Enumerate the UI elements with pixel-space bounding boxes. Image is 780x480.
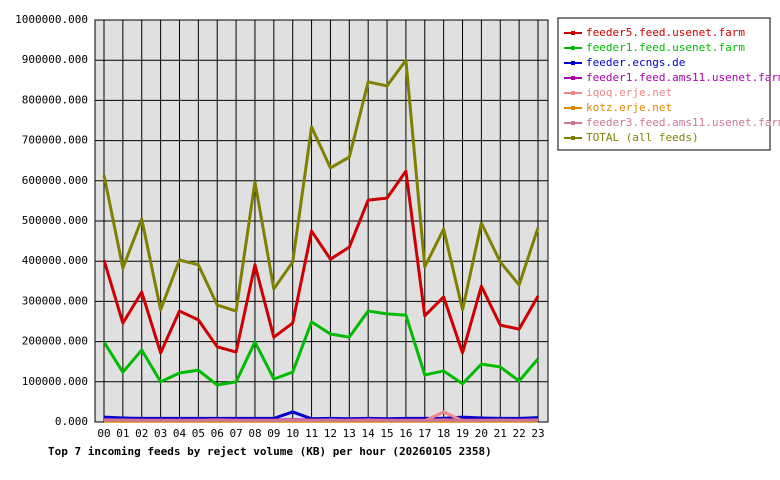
y-tick-label: 500000.000: [22, 214, 88, 227]
x-tick-label: 19: [456, 427, 469, 440]
y-tick-label: 900000.000: [22, 53, 88, 66]
x-tick-label: 07: [229, 427, 242, 440]
legend-marker: [571, 76, 575, 80]
x-tick-label: 13: [343, 427, 356, 440]
legend-marker: [571, 46, 575, 50]
legend-marker: [571, 106, 575, 110]
x-tick-label: 03: [154, 427, 167, 440]
x-tick-label: 08: [248, 427, 261, 440]
y-tick-label: 200000.000: [22, 335, 88, 348]
chart-title: Top 7 incoming feeds by reject volume (K…: [48, 445, 492, 458]
x-tick-label: 17: [418, 427, 431, 440]
legend-label: feeder1.feed.ams11.usenet.farm: [586, 71, 780, 84]
legend-marker: [571, 31, 575, 35]
x-tick-label: 15: [380, 427, 393, 440]
legend-marker: [571, 136, 575, 140]
y-tick-label: 400000.000: [22, 254, 88, 267]
y-tick-label: 300000.000: [22, 294, 88, 307]
series-line: [102, 58, 540, 313]
x-tick-label: 11: [305, 427, 318, 440]
legend-label: TOTAL (all feeds): [586, 131, 699, 144]
x-tick-label: 12: [324, 427, 337, 440]
x-tick-label: 06: [211, 427, 224, 440]
x-tick-label: 16: [399, 427, 412, 440]
y-tick-label: 700000.000: [22, 134, 88, 147]
x-tick-label: 00: [97, 427, 110, 440]
x-tick-label: 18: [437, 427, 450, 440]
legend-label: feeder5.feed.usenet.farm: [586, 26, 745, 39]
legend-label: feeder1.feed.usenet.farm: [586, 41, 745, 54]
y-tick-label: 100000.000: [22, 375, 88, 388]
x-tick-label: 14: [362, 427, 376, 440]
x-tick-label: 22: [513, 427, 526, 440]
legend-label: kotz.erje.net: [586, 101, 672, 114]
legend-label: feeder.ecngs.de: [586, 56, 685, 69]
y-tick-label: 600000.000: [22, 174, 88, 187]
series-line: [102, 169, 540, 355]
x-tick-label: 20: [475, 427, 488, 440]
legend: [557, 17, 771, 151]
legend-marker: [571, 91, 575, 95]
x-tick-label: 21: [494, 427, 507, 440]
x-tick-label: 01: [116, 427, 129, 440]
x-tick-label: 05: [192, 427, 205, 440]
legend-marker: [571, 61, 575, 65]
series-line: [102, 309, 540, 387]
legend-label: feeder3.feed.ams11.usenet.farm: [586, 116, 780, 129]
y-tick-label: 800000.000: [22, 93, 88, 106]
x-tick-label: 09: [267, 427, 280, 440]
y-tick-label: 1000000.000: [15, 13, 88, 26]
x-tick-label: 02: [135, 427, 148, 440]
x-tick-label: 23: [531, 427, 544, 440]
legend-label: iqoq.erje.net: [586, 86, 672, 99]
x-tick-label: 04: [173, 427, 187, 440]
x-tick-label: 10: [286, 427, 299, 440]
y-tick-label: 0.000: [55, 415, 88, 428]
legend-marker: [571, 121, 575, 125]
